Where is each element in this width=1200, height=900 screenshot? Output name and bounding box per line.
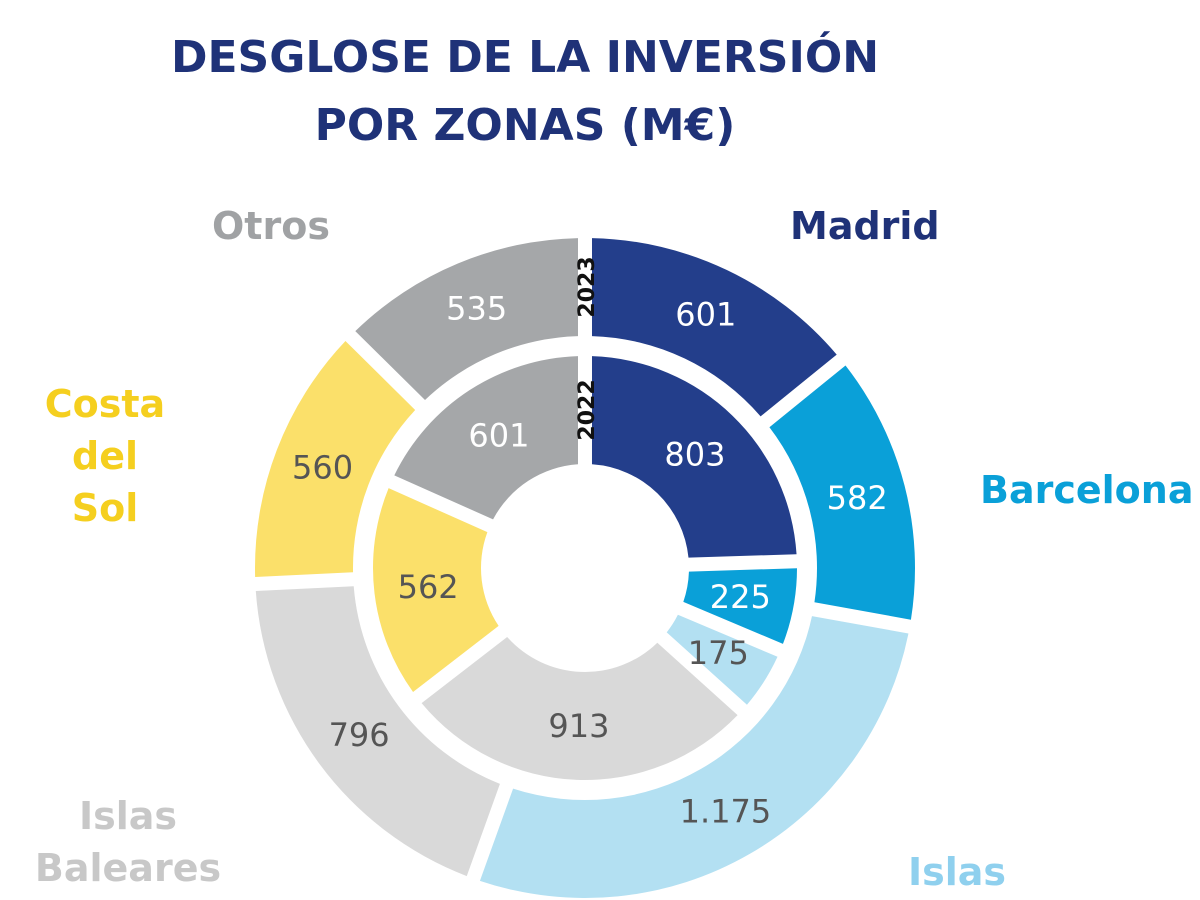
category-label-line: Otros — [212, 204, 330, 248]
slice-2022-islas — [666, 614, 778, 705]
category-label-madrid: Madrid — [790, 200, 940, 252]
value-label: 175 — [688, 634, 749, 672]
slice-2022-barcelona — [683, 568, 797, 644]
chart-title-line-1: DESGLOSE DE LA INVERSIÓN — [170, 32, 880, 83]
value-label: 225 — [710, 578, 771, 616]
value-label: 582 — [827, 479, 888, 517]
value-label: 535 — [446, 290, 507, 328]
value-label: 601 — [675, 295, 736, 333]
value-label: 562 — [398, 568, 459, 606]
value-label: 560 — [292, 449, 353, 487]
chart-title-line-2: POR ZONAS (M€) — [314, 100, 736, 151]
slice-2023-costa-del-sol — [255, 341, 416, 577]
slice-2023-madrid — [591, 238, 837, 417]
value-label: 1.175 — [680, 792, 772, 830]
slice-2023-barcelona — [769, 365, 915, 620]
category-label-line: Costa — [44, 382, 166, 426]
category-label-otros: Otros — [212, 200, 330, 252]
category-label-islas-baleares: Islas Baleares — [28, 790, 228, 894]
category-label-islas: Islas — [908, 846, 1006, 898]
category-label-line: Barcelona — [980, 468, 1194, 512]
slice-2022-costa-del-sol — [373, 488, 499, 692]
slice-2023-otros — [355, 238, 579, 400]
year-label-2022: 2022 — [575, 379, 600, 440]
value-label: 913 — [548, 707, 609, 745]
category-label-line: del Sol — [71, 434, 139, 530]
value-label: 601 — [468, 416, 529, 454]
category-label-line: Baleares — [34, 846, 222, 890]
category-label-costa-del-sol: Costa del Sol — [40, 378, 170, 534]
category-label-line: Islas — [908, 850, 1007, 894]
slice-2023-islas — [479, 616, 909, 898]
category-label-barcelona: Barcelona — [980, 464, 1193, 516]
year-label-2023: 2023 — [575, 256, 600, 317]
slice-2022-madrid — [591, 356, 797, 558]
value-label: 803 — [664, 435, 725, 473]
slice-2022-islas-baleares — [421, 636, 738, 780]
value-label: 796 — [329, 716, 390, 754]
slice-2023-islas-baleares — [255, 586, 500, 877]
category-label-line: Islas — [78, 794, 178, 838]
slice-2022-otros — [394, 356, 579, 520]
category-label-line: Madrid — [790, 204, 940, 248]
